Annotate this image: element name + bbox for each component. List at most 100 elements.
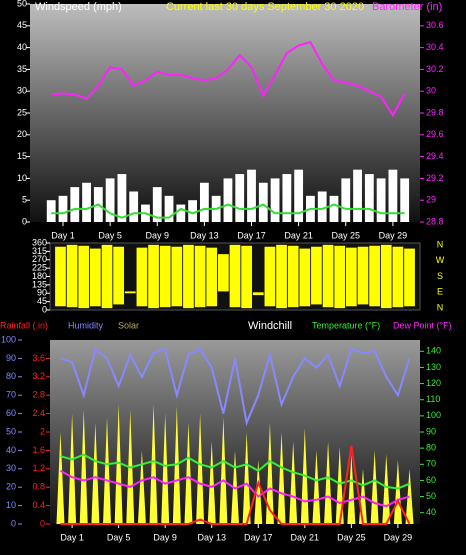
y-tick-label: 360: [32, 237, 47, 247]
solar-spike: [254, 459, 263, 524]
y3-tick-label: 100: [1, 334, 16, 344]
direction-range: [183, 244, 194, 309]
y-tick-label: 315: [32, 246, 47, 256]
y2-tick-label: 30: [426, 86, 436, 96]
y2-tick-label: 29.2: [426, 173, 444, 183]
y-tick-label: 1.6: [32, 445, 45, 455]
y-tick-label: 0: [40, 518, 45, 528]
wind-bar: [282, 174, 292, 222]
x-tick-label: Day 29: [379, 230, 408, 240]
y2-tick-label: 29: [426, 195, 436, 205]
legend-label: Solar: [118, 320, 139, 330]
y2-tick-label: 110: [426, 394, 440, 404]
y-tick-label: 2: [40, 426, 45, 436]
y-tick-label: 50: [17, 0, 27, 8]
x-tick-label: Day 5: [98, 230, 122, 240]
y-tick-label: 0.8: [32, 482, 45, 492]
y-tick-label: 45: [17, 20, 27, 30]
solar-spike: [56, 432, 65, 524]
y2-tick-label: 29.6: [426, 129, 444, 139]
solar-spike: [405, 468, 414, 524]
solar-spike: [242, 432, 251, 524]
solar-spike: [370, 450, 379, 524]
y2-tick-label: 60: [426, 475, 436, 485]
y2-tick-label: 130: [426, 362, 441, 372]
y2-tick-label: 140: [426, 346, 441, 356]
y-tick-label: 180: [32, 271, 47, 281]
direction-range: [136, 247, 148, 307]
direction-range: [78, 245, 90, 309]
wind-bar: [353, 169, 362, 222]
y-tick-label: 2.4: [32, 408, 45, 418]
direction-range: [276, 244, 287, 309]
y3-tick-label: 10: [6, 500, 16, 510]
y2-tick-label: 100: [426, 410, 441, 420]
compass-label: S: [437, 271, 443, 281]
compass-label: N: [437, 239, 444, 249]
y-tick-label: 3.6: [32, 353, 45, 363]
direction-range: [322, 244, 334, 308]
y-axis-label: Windspeed (mph): [35, 1, 122, 13]
legend-label: Dew Point (°F): [393, 320, 452, 330]
y3-tick-label: 60: [6, 408, 16, 418]
series-line: [60, 445, 411, 525]
wind-bar: [388, 169, 398, 222]
legend-label: Rainfall (.in): [0, 320, 48, 330]
direction-range: [101, 244, 113, 309]
x-tick-label: Day 13: [190, 230, 219, 240]
solar-spike: [312, 450, 321, 524]
solar-spike: [91, 422, 100, 524]
y-tick-label: 0: [42, 304, 47, 314]
wind-bar: [105, 178, 115, 222]
wind-bar: [258, 182, 268, 222]
legend-label: Temperature (°F): [312, 320, 380, 330]
y2-tick-label: 50: [426, 491, 436, 501]
compass-label: E: [437, 287, 443, 297]
direction-range: [369, 245, 380, 307]
x-tick-label: Day 25: [337, 532, 366, 542]
solar-spike: [114, 404, 123, 524]
direction-range: [113, 246, 125, 305]
direction-range: [299, 248, 311, 307]
x-tick-label: Day 1: [60, 532, 84, 542]
y3-tick-label: 20: [6, 482, 16, 492]
y2-tick-label: 29.4: [426, 151, 444, 161]
x-tick-label: Day 9: [153, 532, 177, 542]
direction-range: [252, 292, 264, 296]
direction-range: [124, 291, 136, 294]
x-tick-label: Day 29: [384, 532, 413, 542]
y-tick-label: 2.8: [32, 390, 45, 400]
solar-spike: [231, 450, 239, 524]
y2-tick-label: 28.8: [426, 216, 444, 226]
direction-range: [287, 245, 299, 308]
y2-tick-label: 70: [426, 459, 436, 469]
direction-range: [345, 247, 357, 307]
x-tick-label: Day 25: [332, 230, 361, 240]
wind-bar: [58, 195, 68, 222]
solar-spike: [196, 413, 205, 524]
y2-axis-label: Barometer (in): [372, 1, 442, 13]
direction-range: [229, 244, 241, 308]
x-tick-label: Day 21: [284, 230, 313, 240]
windchill-label: Windchill: [248, 320, 292, 332]
compass-label: W: [436, 255, 445, 265]
wind-bar: [364, 174, 374, 222]
direction-range: [392, 246, 404, 308]
direction-range: [148, 244, 159, 309]
x-tick-label: Day 17: [237, 230, 266, 240]
solar-spike: [324, 441, 333, 524]
solar-spike: [207, 441, 216, 524]
direction-range: [171, 246, 183, 307]
direction-range: [404, 248, 415, 307]
y3-tick-label: 0: [11, 518, 16, 528]
solar-spike: [265, 422, 274, 524]
solar-spike: [161, 413, 170, 524]
y-tick-label: 25: [17, 107, 27, 117]
direction-range: [194, 245, 206, 308]
wind-bar: [152, 187, 162, 222]
y-tick-label: 90: [37, 288, 47, 298]
direction-range: [66, 244, 78, 308]
wind-bar: [46, 200, 56, 222]
wind-bar: [188, 200, 198, 222]
